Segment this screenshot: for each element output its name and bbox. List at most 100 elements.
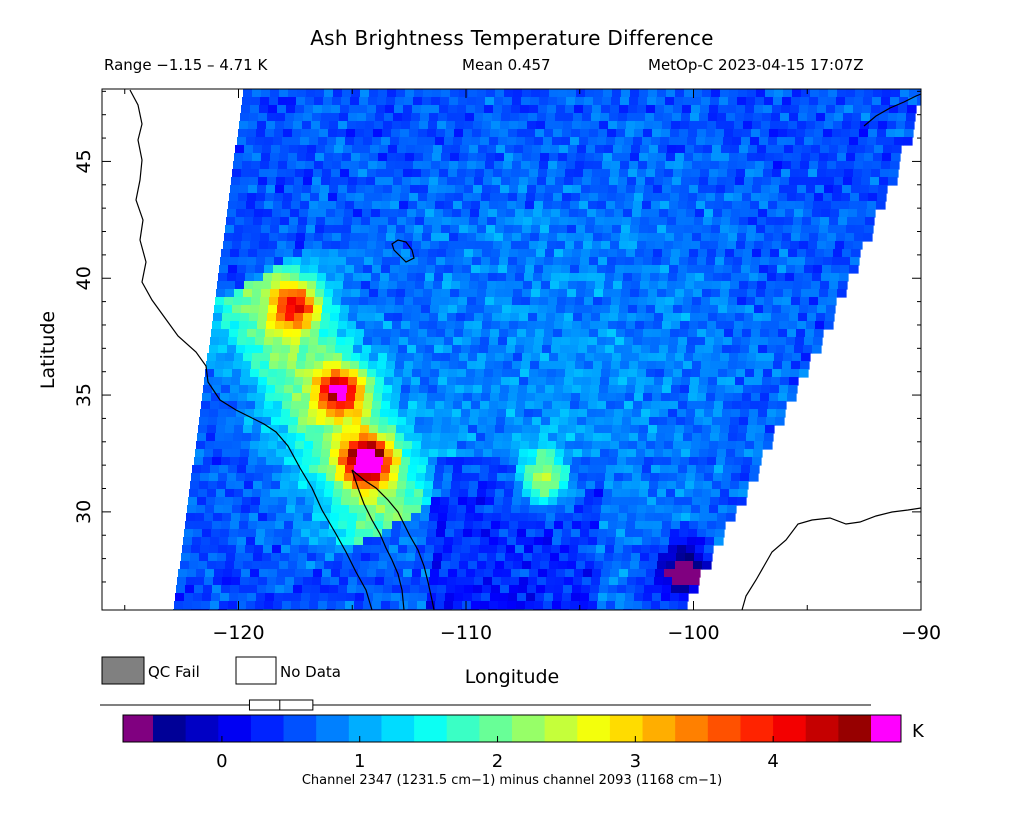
heatmap-cell: [448, 305, 458, 314]
heatmap-cell: [344, 409, 354, 418]
heatmap-cell: [414, 489, 424, 498]
heatmap-cell: [264, 401, 274, 410]
heatmap-cell: [663, 113, 673, 122]
heatmap-cell: [494, 161, 504, 170]
heatmap-cell: [329, 521, 339, 530]
heatmap-cell: [567, 89, 577, 98]
heatmap-cell: [575, 497, 585, 506]
heatmap-cell: [399, 465, 409, 474]
heatmap-cell: [599, 185, 609, 194]
heatmap-cell: [479, 209, 489, 218]
heatmap-cell: [845, 161, 855, 170]
heatmap-cell: [355, 593, 365, 602]
heatmap-cell: [540, 353, 550, 362]
heatmap-cell: [231, 177, 241, 186]
colorbar-segment: [577, 715, 611, 742]
heatmap-cell: [384, 113, 394, 122]
heatmap-cell: [581, 321, 591, 330]
heatmap-cell: [586, 553, 596, 562]
heatmap-cell: [801, 89, 811, 98]
heatmap-cell: [304, 169, 314, 178]
heatmap-cell: [785, 273, 795, 282]
heatmap-cell: [529, 369, 539, 378]
heatmap-cell: [593, 433, 603, 442]
heatmap-cell: [291, 265, 301, 274]
heatmap-cell: [457, 169, 467, 178]
heatmap-cell: [376, 241, 386, 250]
heatmap-cell: [348, 577, 358, 586]
heatmap-cell: [457, 241, 467, 250]
heatmap-cell: [900, 89, 910, 98]
heatmap-cell: [301, 393, 311, 402]
heatmap-cell: [277, 169, 287, 178]
heatmap-cell: [397, 217, 407, 226]
heatmap-cell: [455, 457, 465, 466]
heatmap-cell: [547, 105, 557, 114]
heatmap-cell: [435, 465, 445, 474]
heatmap-cell: [235, 145, 245, 154]
heatmap-cell: [359, 161, 369, 170]
heatmap-cell: [318, 537, 328, 546]
heatmap-cell: [218, 409, 228, 418]
heatmap-cell: [655, 305, 665, 314]
heatmap-cell: [386, 297, 396, 306]
heatmap-cell: [643, 593, 653, 602]
heatmap-cell: [243, 289, 253, 298]
heatmap-cell: [412, 241, 422, 250]
heatmap-cell: [818, 161, 828, 170]
heatmap-cell: [477, 289, 487, 298]
heatmap-cell: [530, 433, 540, 442]
heatmap-cell: [592, 105, 602, 114]
heatmap-cell: [313, 505, 323, 514]
heatmap-cell: [728, 433, 738, 442]
heatmap-cell: [384, 377, 394, 386]
heatmap-cell: [270, 289, 280, 298]
heatmap-cell: [606, 401, 616, 410]
heatmap-cell: [799, 305, 809, 314]
heatmap-cell: [661, 393, 671, 402]
heatmap-cell: [526, 529, 536, 538]
heatmap-cell: [753, 377, 763, 386]
heatmap-cell: [684, 225, 694, 234]
heatmap-cell: [849, 201, 859, 210]
heatmap-cell: [589, 593, 599, 602]
heatmap-cell: [617, 457, 627, 466]
heatmap-cell: [404, 433, 414, 442]
heatmap-cell: [218, 345, 228, 354]
heatmap-cell: [232, 369, 242, 378]
heatmap-cell: [726, 449, 736, 458]
heatmap-cell: [364, 193, 374, 202]
heatmap-cell: [698, 321, 708, 330]
heatmap-cell: [686, 209, 696, 218]
heatmap-cell: [685, 281, 695, 290]
heatmap-cell: [599, 385, 609, 394]
heatmap-cell: [336, 201, 346, 210]
heatmap-cell: [359, 361, 369, 370]
heatmap-cell: [251, 97, 261, 106]
heatmap-cell: [313, 105, 323, 114]
heatmap-cell: [226, 417, 236, 426]
heatmap-cell: [532, 553, 542, 562]
heatmap-cell: [278, 361, 288, 370]
heatmap-cell: [707, 385, 717, 394]
heatmap-cell: [536, 321, 546, 330]
heatmap-cell: [670, 257, 680, 266]
heatmap-cell: [752, 385, 762, 394]
heatmap-cell: [425, 345, 435, 354]
heatmap-cell: [654, 513, 664, 522]
heatmap-cell: [248, 521, 258, 530]
heatmap-cell: [412, 169, 422, 178]
heatmap-cell: [480, 401, 490, 410]
heatmap-cell: [278, 433, 288, 442]
heatmap-cell: [332, 297, 342, 306]
heatmap-cell: [246, 401, 256, 410]
heatmap-cell: [294, 313, 304, 322]
heatmap-cell: [820, 217, 830, 226]
heatmap-cell: [633, 601, 643, 610]
heatmap-cell: [461, 345, 471, 354]
heatmap-cell: [561, 465, 571, 474]
heatmap-cell: [567, 561, 577, 570]
heatmap-cell: [566, 161, 576, 170]
heatmap-cell: [661, 329, 671, 338]
heatmap-cell: [567, 289, 577, 298]
